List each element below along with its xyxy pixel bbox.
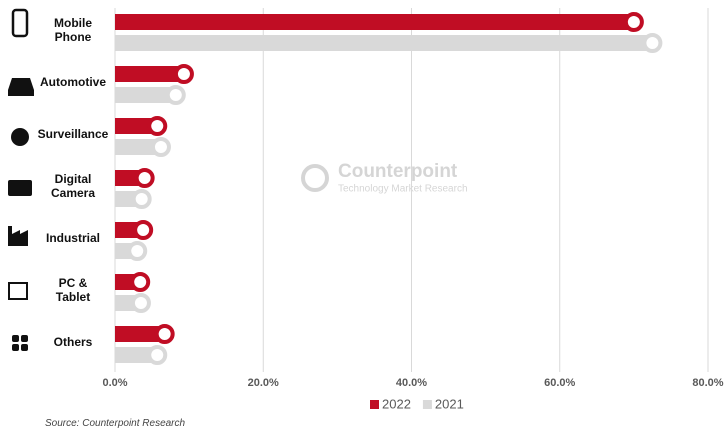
- legend-swatch: [422, 400, 432, 409]
- bar-end-marker: [130, 293, 151, 313]
- bar: [115, 347, 158, 363]
- bar: [115, 35, 653, 51]
- watermark-logo: [301, 164, 329, 192]
- category-label: Surveillance: [37, 127, 109, 141]
- bar-end-marker: [130, 272, 151, 292]
- bar: [115, 66, 184, 82]
- bar: [115, 326, 165, 342]
- bar-end-marker: [127, 241, 148, 261]
- bar-end-marker: [173, 64, 194, 84]
- x-tick-label: 0.0%: [102, 377, 127, 389]
- icon-camera-dome: [11, 128, 29, 146]
- category-label: PC & Tablet: [55, 276, 91, 304]
- bar: [115, 118, 158, 134]
- legend-label: 2021: [435, 396, 464, 411]
- bar-end-marker: [147, 116, 168, 136]
- bar-end-marker: [154, 324, 175, 344]
- x-tick-label: 20.0%: [248, 377, 279, 389]
- x-tick-label: 40.0%: [396, 377, 427, 389]
- category-label: Digital Camera: [50, 172, 96, 200]
- icon-car: [8, 78, 34, 96]
- icon-others: [12, 335, 28, 351]
- legend-label: 2022: [382, 396, 411, 411]
- bar-end-marker: [133, 220, 154, 240]
- bar-end-marker: [623, 12, 644, 32]
- bar-end-marker: [147, 345, 168, 365]
- icons: [8, 8, 34, 351]
- category-label: Automotive: [40, 75, 106, 89]
- bar: [115, 14, 634, 30]
- x-tick-label: 80.0%: [692, 377, 723, 389]
- category-label: Mobile Phone: [54, 16, 92, 44]
- source: Source: Counterpoint Research: [45, 418, 186, 429]
- x-tick-label: 60.0%: [544, 377, 575, 389]
- icon-tablet: [8, 282, 28, 300]
- bar-end-marker: [131, 189, 152, 209]
- bar: [115, 87, 176, 103]
- watermark: Counterpoint Technology Market Research: [301, 161, 468, 195]
- grid: [114, 8, 709, 372]
- legend-swatch: [370, 400, 379, 409]
- icon-phone: [11, 8, 29, 38]
- bar-end-marker: [165, 85, 186, 105]
- icon-factory: [8, 226, 28, 246]
- icon-camera: [8, 180, 32, 196]
- watermark-subtitle: Technology Market Research: [338, 184, 468, 195]
- category-label: Industrial: [45, 231, 100, 245]
- bar-end-marker: [134, 168, 155, 188]
- bar-end-marker: [642, 33, 663, 53]
- category-label: Others: [53, 335, 93, 349]
- bar-end-marker: [150, 137, 171, 157]
- bar: [115, 139, 161, 155]
- watermark-title: Counterpoint: [338, 161, 458, 182]
